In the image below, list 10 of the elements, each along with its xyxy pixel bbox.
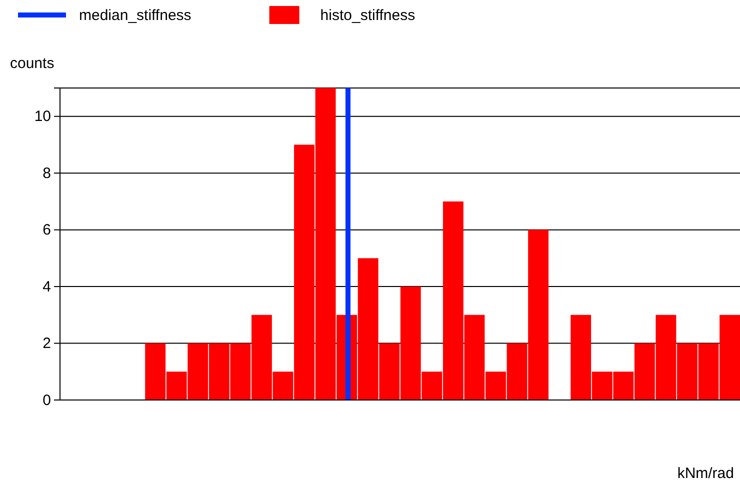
x-axis-title: kNm/rad bbox=[677, 465, 734, 482]
legend-label: histo_stiffness bbox=[320, 7, 416, 24]
y-tick-label: 8 bbox=[42, 164, 51, 182]
y-tick-label: 4 bbox=[42, 278, 51, 296]
y-axis-title: counts bbox=[10, 55, 54, 72]
y-tick-label: 2 bbox=[42, 335, 51, 352]
y-tick-label: 6 bbox=[42, 222, 51, 239]
y-tick-label: 0 bbox=[42, 392, 51, 409]
text: median_stiffness bbox=[79, 7, 192, 24]
y-tick-label: 10 bbox=[34, 108, 51, 126]
